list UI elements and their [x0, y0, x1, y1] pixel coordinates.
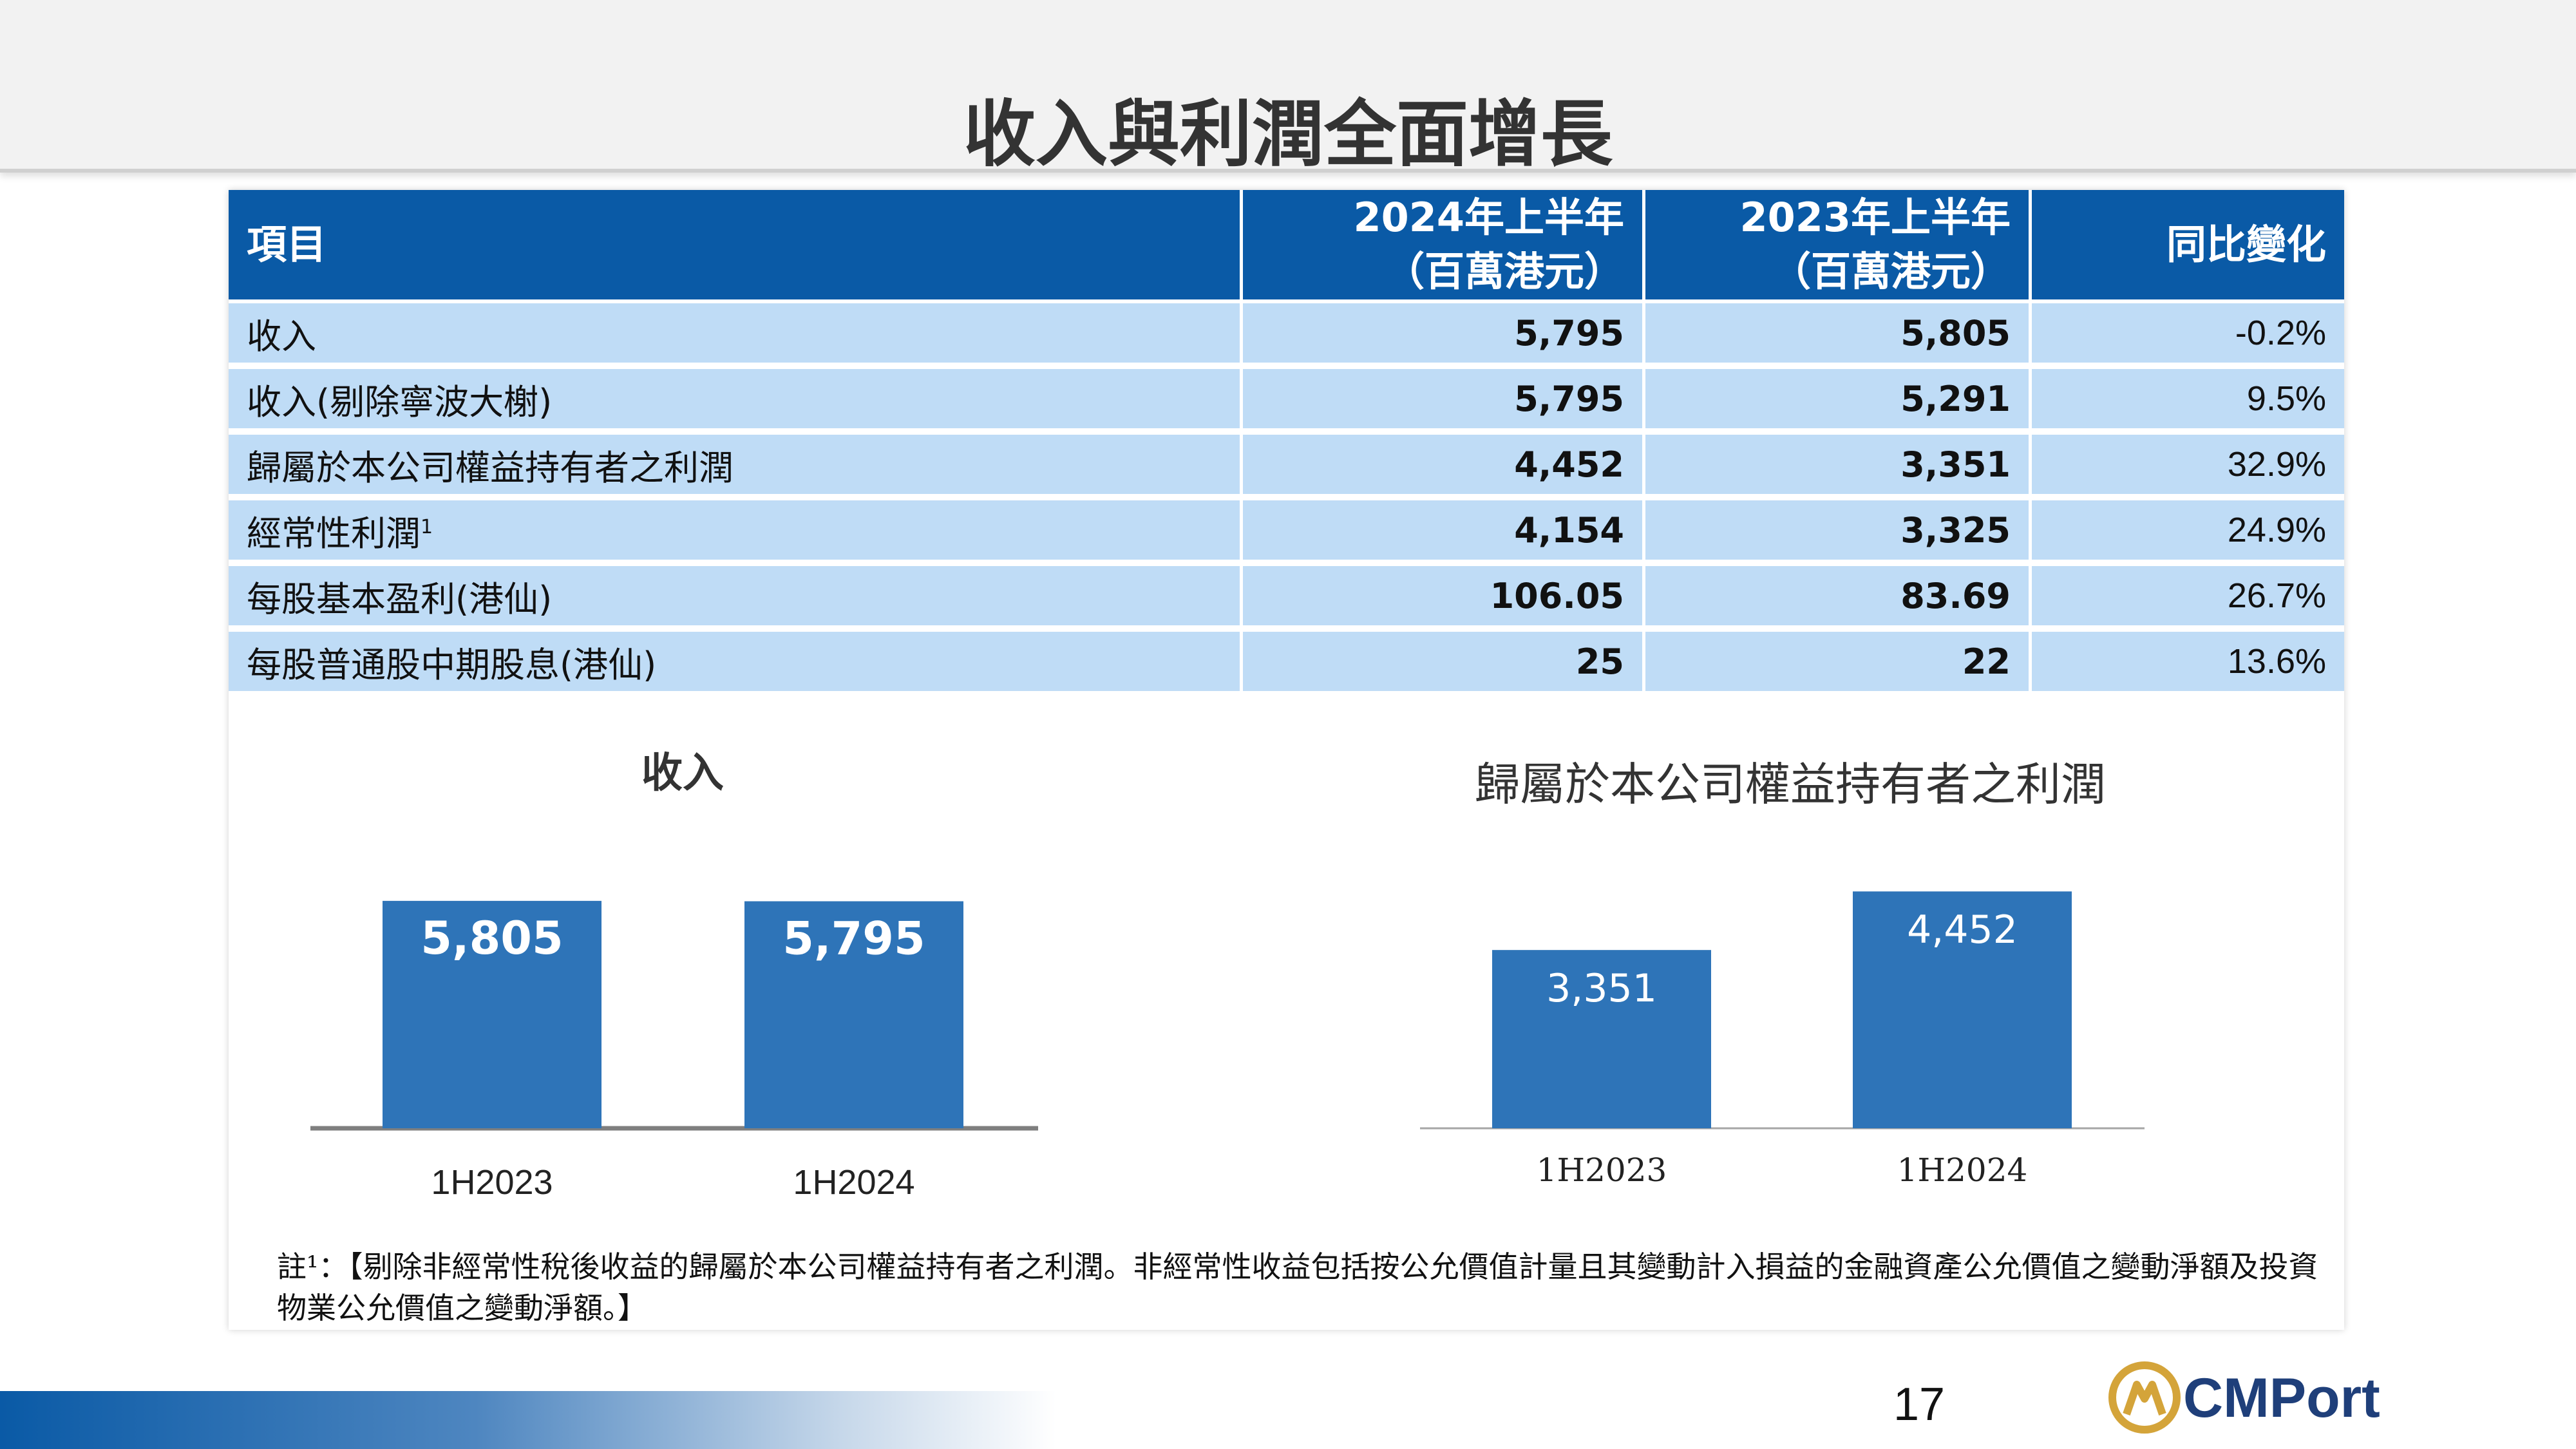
category-label: 1H2023: [431, 1163, 553, 1202]
bar: [1492, 950, 1711, 1128]
row-2023: 5,805: [1645, 303, 2032, 369]
page-number: 17: [1893, 1379, 1946, 1430]
category-label: 1H2024: [1897, 1151, 2028, 1189]
data-label: 5,805: [421, 912, 563, 965]
row-2024: 5,795: [1243, 369, 1645, 435]
header-2023: 2023年上半年 （百萬港元）: [1645, 190, 2032, 303]
table-row: 經常性利潤1 4,154 3,325 24.9%: [229, 500, 2344, 566]
row-2023: 83.69: [1645, 566, 2032, 632]
table-header-row: 項目 2024年上半年 （百萬港元） 2023年上半年 （百萬港元） 同比變化: [229, 190, 2344, 303]
row-change: 24.9%: [2032, 500, 2344, 566]
header-2023-label: 2023年上半年 （百萬港元）: [1739, 194, 2011, 295]
row-change: 26.7%: [2032, 566, 2344, 632]
bar: [744, 901, 963, 1128]
row-item: 收入(剔除寧波大榭): [229, 369, 1243, 435]
chart-title: 歸屬於本公司權益持有者之利潤: [1475, 758, 2106, 811]
table-row: 每股基本盈利(港仙) 106.05 83.69 26.7%: [229, 566, 2344, 632]
header-2024: 2024年上半年 （百萬港元）: [1243, 190, 1645, 303]
row-change: 32.9%: [2032, 435, 2344, 500]
financial-table: 項目 2024年上半年 （百萬港元） 2023年上半年 （百萬港元） 同比變化 …: [229, 190, 2344, 697]
bar: [383, 900, 601, 1128]
header-change: 同比變化: [2032, 190, 2344, 303]
table-row: 每股普通股中期股息(港仙) 25 22 13.6%: [229, 632, 2344, 697]
header-2024-label: 2024年上半年 （百萬港元）: [1353, 194, 1624, 295]
page-title: 收入與利潤全面增長: [963, 93, 1613, 176]
row-2023: 22: [1645, 632, 2032, 697]
row-item: 每股普通股中期股息(港仙): [229, 632, 1243, 697]
row-2024: 5,795: [1243, 303, 1645, 369]
footnote-marker: 1: [421, 515, 433, 538]
row-2023: 3,325: [1645, 500, 2032, 566]
chart-title: 收入: [641, 750, 724, 797]
header-change-label: 同比變化: [2166, 221, 2326, 268]
row-item: 歸屬於本公司權益持有者之利潤: [229, 435, 1243, 500]
data-label: 5,795: [782, 912, 925, 965]
logo-text: CMPort: [2183, 1367, 2380, 1429]
header-bar: [0, 0, 2576, 173]
row-2024: 25: [1243, 632, 1645, 697]
header-item-label: 項目: [247, 221, 327, 268]
row-2024: 106.05: [1243, 566, 1645, 632]
row-item-label: 經常性利潤: [247, 513, 421, 554]
row-2024: 4,154: [1243, 500, 1645, 566]
row-2023: 3,351: [1645, 435, 2032, 500]
row-2023: 5,291: [1645, 369, 2032, 435]
data-label: 3,351: [1546, 966, 1657, 1011]
footer-gradient-bar: [0, 1391, 1056, 1449]
row-2024: 4,452: [1243, 435, 1645, 500]
row-item: 經常性利潤1: [229, 500, 1243, 566]
content-panel: 項目 2024年上半年 （百萬港元） 2023年上半年 （百萬港元） 同比變化 …: [229, 190, 2344, 1330]
table-row: 收入(剔除寧波大榭) 5,795 5,291 9.5%: [229, 369, 2344, 435]
footnote: 註¹：【剔除非經常性稅後收益的歸屬於本公司權益持有者之利潤。非經常性收益包括按公…: [277, 1249, 2318, 1325]
bar: [1853, 891, 2072, 1128]
row-change: 13.6%: [2032, 632, 2344, 697]
table-row: 收入 5,795 5,805 -0.2%: [229, 303, 2344, 369]
category-label: 1H2024: [793, 1163, 914, 1202]
table-row: 歸屬於本公司權益持有者之利潤 4,452 3,351 32.9%: [229, 435, 2344, 500]
row-change: 9.5%: [2032, 369, 2344, 435]
category-label: 1H2023: [1537, 1151, 1667, 1189]
revenue-bar-chart: 收入 5,805 1H2023 5,795 1H2024: [310, 750, 1038, 1202]
profit-bar-chart: 歸屬於本公司權益持有者之利潤 3,351 1H2023 4,452 1H2024: [1420, 758, 2145, 1189]
row-change: -0.2%: [2032, 303, 2344, 369]
row-item: 每股基本盈利(港仙): [229, 566, 1243, 632]
data-label: 4,452: [1907, 907, 2018, 952]
header-item: 項目: [229, 190, 1243, 303]
cmport-logo: CMPort: [2108, 1361, 2380, 1434]
row-item: 收入: [229, 303, 1243, 369]
